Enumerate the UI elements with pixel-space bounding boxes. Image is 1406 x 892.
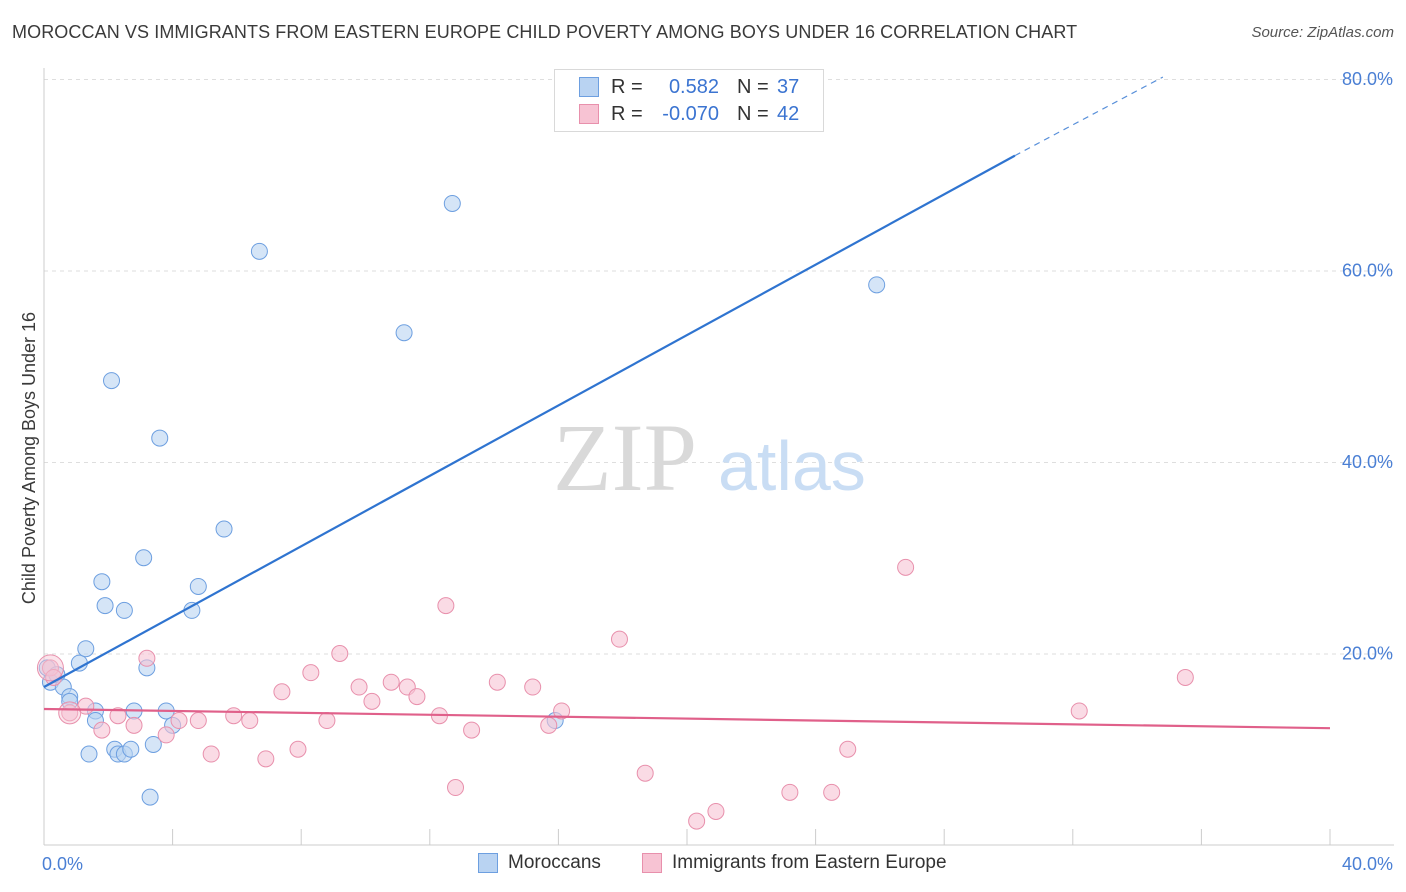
trend-line-moroccans bbox=[43, 154, 1016, 688]
data-point bbox=[395, 324, 413, 342]
legend-row-eastern-europe: R = -0.070 N = 42 bbox=[579, 101, 799, 127]
data-point bbox=[151, 429, 169, 447]
data-point bbox=[125, 716, 143, 734]
data-point bbox=[1070, 702, 1088, 720]
y-tick-label: 80.0% bbox=[1342, 69, 1393, 89]
legend-n-label: N = bbox=[737, 102, 769, 125]
data-point bbox=[189, 712, 207, 730]
data-point-cluster bbox=[58, 701, 82, 725]
data-point bbox=[839, 740, 857, 758]
data-point bbox=[688, 812, 706, 830]
legend-r-value: -0.070 bbox=[662, 102, 719, 125]
data-point bbox=[524, 678, 542, 696]
data-point bbox=[897, 558, 915, 576]
legend-n-value: 37 bbox=[777, 75, 800, 98]
gridlines bbox=[44, 79, 1394, 655]
data-point bbox=[141, 788, 159, 806]
watermark-atlas: atlas bbox=[718, 427, 866, 505]
data-point bbox=[823, 783, 841, 801]
x-tick-label: 40.0% bbox=[1342, 854, 1393, 874]
data-point bbox=[1176, 668, 1194, 686]
watermark: ZIP atlas bbox=[553, 404, 866, 511]
data-point bbox=[553, 702, 571, 720]
data-point bbox=[636, 764, 654, 782]
data-point bbox=[93, 721, 111, 739]
data-point bbox=[109, 707, 127, 725]
legend-swatch-pink bbox=[579, 104, 599, 124]
data-point bbox=[273, 683, 291, 701]
data-point bbox=[135, 549, 153, 567]
source-attribution: Source: ZipAtlas.com bbox=[1251, 24, 1394, 41]
data-point bbox=[96, 597, 114, 615]
data-point bbox=[93, 573, 111, 591]
legend-r-label: R = bbox=[611, 102, 643, 125]
watermark-zip: ZIP bbox=[553, 404, 697, 511]
bottom-legend-label: Immigrants from Eastern Europe bbox=[672, 852, 947, 873]
x-tick-label: 0.0% bbox=[42, 854, 83, 874]
data-point bbox=[122, 740, 140, 758]
data-point bbox=[488, 673, 506, 691]
legend-r-value: 0.582 bbox=[668, 75, 719, 98]
data-point bbox=[189, 577, 207, 595]
data-point bbox=[540, 716, 558, 734]
data-point bbox=[80, 745, 98, 763]
trend-line-moroccans-extension bbox=[1014, 76, 1164, 157]
y-axis-label: Child Poverty Among Boys Under 16 bbox=[19, 312, 39, 604]
data-point-cluster bbox=[36, 654, 64, 682]
data-point bbox=[138, 649, 156, 667]
data-point bbox=[257, 750, 275, 768]
data-point bbox=[707, 802, 725, 820]
trend-line-eastern-europe bbox=[43, 707, 1331, 730]
bottom-legend-eastern-europe[interactable]: Immigrants from Eastern Europe bbox=[642, 852, 947, 874]
legend-r-label: R = bbox=[611, 75, 643, 98]
bottom-legend-moroccans[interactable]: Moroccans bbox=[478, 852, 601, 874]
data-point bbox=[382, 673, 400, 691]
data-point bbox=[77, 640, 95, 658]
data-point bbox=[463, 721, 481, 739]
data-point bbox=[170, 712, 188, 730]
data-point bbox=[157, 726, 175, 744]
data-point bbox=[289, 740, 307, 758]
legend-swatch-blue bbox=[579, 77, 599, 97]
legend-row-moroccans: R = 0.582 N = 37 bbox=[579, 74, 799, 100]
axes bbox=[43, 68, 1394, 846]
y-tick-label: 60.0% bbox=[1342, 261, 1393, 281]
data-point bbox=[868, 276, 886, 294]
data-point bbox=[447, 779, 465, 797]
chart-title: MOROCCAN VS IMMIGRANTS FROM EASTERN EURO… bbox=[12, 22, 1078, 42]
data-point bbox=[103, 372, 121, 390]
data-point bbox=[144, 735, 162, 753]
data-points bbox=[36, 194, 1194, 830]
data-point bbox=[443, 194, 461, 212]
trend-lines bbox=[43, 76, 1331, 730]
y-tick-label: 20.0% bbox=[1342, 644, 1393, 664]
legend-n-value: 42 bbox=[777, 102, 800, 125]
bottom-legend-swatch-pink bbox=[642, 853, 662, 873]
data-point bbox=[363, 692, 381, 710]
data-point bbox=[408, 688, 426, 706]
tick-labels: 80.0% 60.0% 40.0% 20.0% 0.0% 40.0% bbox=[42, 69, 1393, 874]
data-point bbox=[350, 678, 368, 696]
data-point bbox=[781, 783, 799, 801]
data-point bbox=[241, 712, 259, 730]
data-point bbox=[318, 712, 336, 730]
y-tick-label: 40.0% bbox=[1342, 452, 1393, 472]
correlation-legend: R = 0.582 N = 37 R = -0.070 N = 42 bbox=[554, 69, 824, 132]
data-point bbox=[250, 242, 268, 260]
bottom-legend-label: Moroccans bbox=[508, 852, 601, 873]
data-point bbox=[437, 597, 455, 615]
series-eastern-europe bbox=[41, 558, 1194, 830]
data-point bbox=[610, 630, 628, 648]
data-point bbox=[215, 520, 233, 538]
data-point bbox=[331, 645, 349, 662]
legend-n-label: N = bbox=[737, 75, 769, 98]
data-point bbox=[202, 745, 220, 763]
data-point bbox=[183, 601, 201, 619]
bottom-legend-swatch-blue bbox=[478, 853, 498, 873]
data-point bbox=[115, 601, 133, 619]
data-point bbox=[302, 664, 320, 682]
data-point bbox=[225, 707, 243, 725]
